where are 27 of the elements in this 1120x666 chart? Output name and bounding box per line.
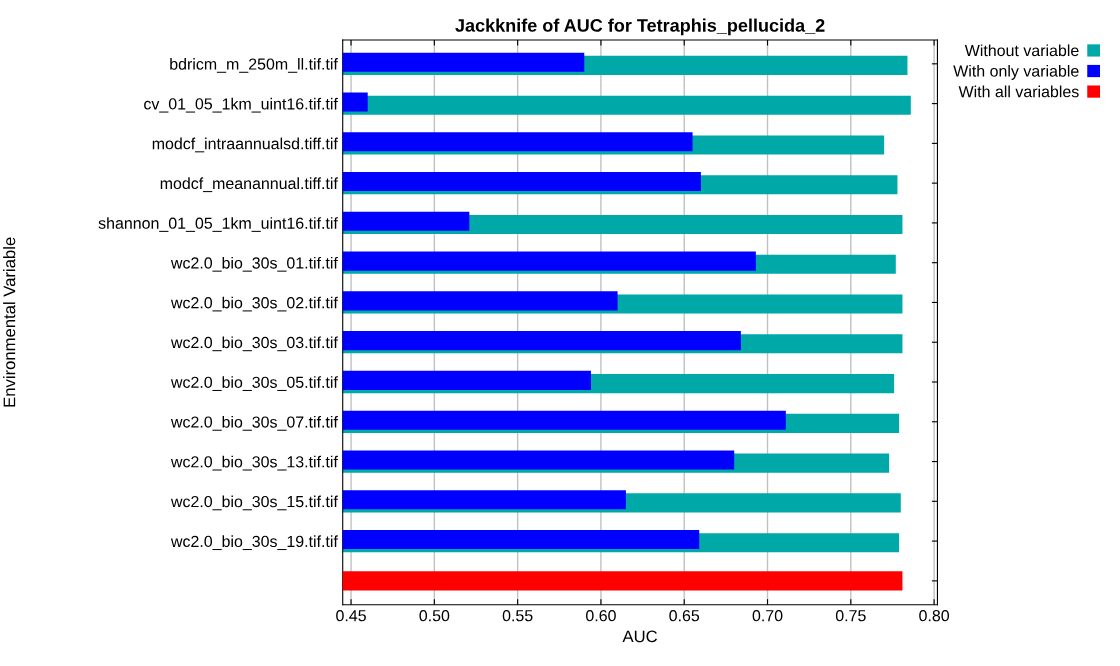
y-tick-label: wc2.0_bio_30s_15.tif.tif xyxy=(170,495,338,511)
x-tick-label: 0.75 xyxy=(835,610,866,622)
y-tick-label: wc2.0_bio_30s_05.tif.tif xyxy=(170,376,338,391)
y-axis-title: Environmental Variable xyxy=(3,237,16,407)
y-tick-label: shannon_01_05_1km_uint16.tif.tif xyxy=(98,217,338,232)
y-tick-label: wc2.0_bio_30s_02.tif.tif xyxy=(170,296,338,312)
chart-title: Jackknife of AUC for Tetraphis_pellucida_2 xyxy=(455,18,825,36)
y-tick-label: modcf_meanannual.tiff.tif xyxy=(160,177,338,193)
y-tick-label: cv_01_05_1km_uint16.tif.tif xyxy=(144,97,338,113)
x-tick-label: 0.50 xyxy=(419,610,450,622)
x-tick-label: 0.60 xyxy=(586,610,616,622)
x-tick-label: 0.70 xyxy=(752,610,783,622)
legend-label: With only variable xyxy=(953,64,1079,80)
y-tick-label: wc2.0_bio_30s_13.tif.tif xyxy=(170,455,338,471)
x-tick-label: 0.65 xyxy=(669,610,700,622)
y-tick-label: modcf_intraannualsd.tiff.tif xyxy=(152,137,338,153)
y-tick-label: wc2.0_bio_30s_07.tif.tif xyxy=(170,415,338,431)
y-tick-label: wc2.0_bio_30s_03.tif.tif xyxy=(170,336,338,352)
y-tick-label: bdricm_m_250m_ll.tif.tif xyxy=(170,58,338,73)
x-tick-label: 0.45 xyxy=(336,610,366,622)
legend-label: Without variable xyxy=(964,44,1079,57)
legend-label: With all variables xyxy=(958,85,1079,98)
x-tick-label: 0.80 xyxy=(919,610,950,622)
x-axis-title: AUC xyxy=(622,630,658,643)
y-tick-label: wc2.0_bio_30s_01.tif.tif xyxy=(170,256,338,272)
y-tick-label: wc2.0_bio_30s_19.tif.tif xyxy=(170,535,338,551)
x-tick-label: 0.55 xyxy=(502,610,533,622)
